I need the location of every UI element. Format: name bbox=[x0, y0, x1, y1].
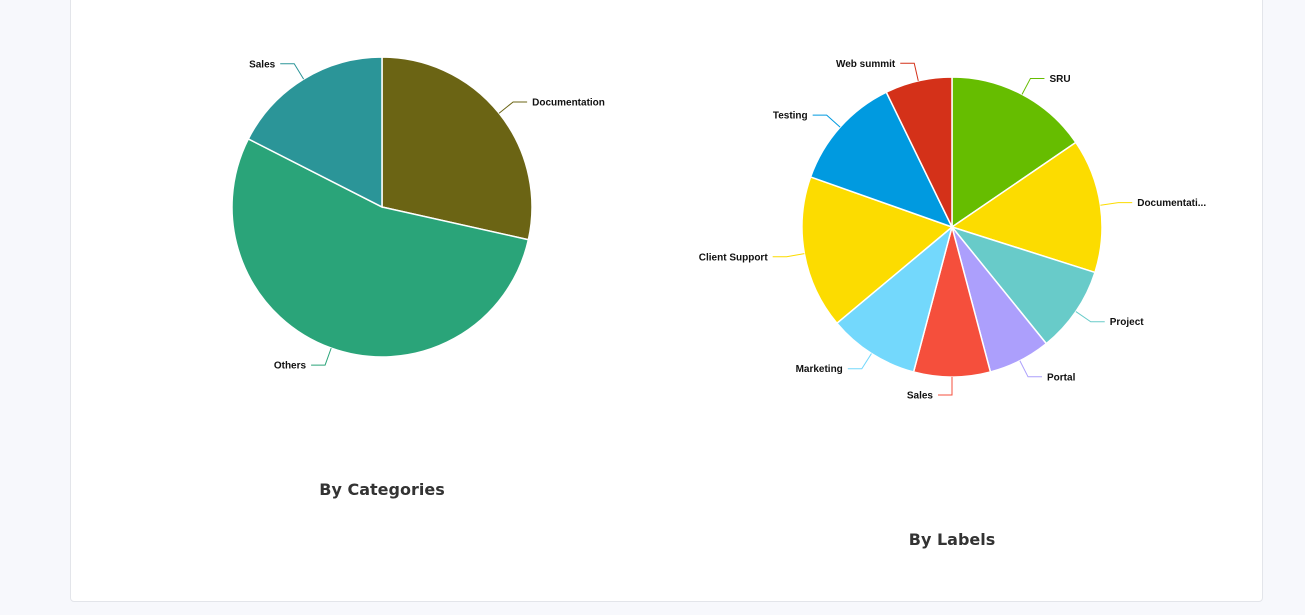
categories-leader-line-others bbox=[311, 347, 332, 366]
labels-slice-marketing[interactable] bbox=[835, 224, 954, 373]
categories-label-documentation: Documentation bbox=[532, 97, 605, 108]
categories-slice-others[interactable] bbox=[231, 137, 530, 358]
labels-slice-web-summit[interactable] bbox=[885, 76, 953, 228]
labels-label-marketing: Marketing bbox=[796, 364, 843, 375]
labels-label-sru: SRU bbox=[1049, 74, 1070, 85]
labels-label-testing: Testing bbox=[773, 111, 808, 122]
labels-leader-line-testing bbox=[812, 114, 841, 128]
labels-slice-project[interactable] bbox=[949, 225, 1096, 345]
labels-label-documentati: Documentati... bbox=[1137, 198, 1206, 209]
chart-title-by-labels: By Labels bbox=[908, 530, 996, 549]
categories-leader-line-sales bbox=[280, 63, 305, 80]
labels-leader-line-sru bbox=[1021, 77, 1045, 95]
labels-label-web-summit: Web summit bbox=[836, 59, 896, 70]
pie-chart-by-labels: SRU Documentati... Project Portal Sales Marke… bbox=[699, 59, 1207, 402]
labels-label-project: Project bbox=[1110, 317, 1145, 328]
categories-slice-documentation[interactable] bbox=[381, 56, 533, 241]
labels-label-sales: Sales bbox=[907, 391, 934, 402]
labels-label-portal: Portal bbox=[1047, 372, 1076, 383]
labels-leader-line-project bbox=[1075, 311, 1105, 323]
pie-chart-by-categories: Documentation Others Sales bbox=[231, 56, 605, 372]
labels-leader-line-portal bbox=[1019, 360, 1043, 378]
labels-leader-line-sales bbox=[938, 377, 953, 396]
chart-title-by-categories: By Categories bbox=[319, 480, 445, 499]
labels-label-client-support: Client Support bbox=[699, 252, 769, 263]
labels-leader-line-web-summit bbox=[900, 62, 919, 81]
categories-slice-sales[interactable] bbox=[247, 56, 383, 209]
labels-slice-sru[interactable] bbox=[951, 76, 1077, 229]
labels-leader-line-documentati bbox=[1100, 202, 1133, 206]
labels-leader-line-marketing bbox=[847, 353, 872, 370]
categories-label-others: Others bbox=[274, 361, 307, 372]
categories-label-sales: Sales bbox=[249, 59, 276, 70]
categories-leader-line-documentation bbox=[498, 101, 528, 114]
labels-leader-line-client-support bbox=[772, 253, 805, 258]
